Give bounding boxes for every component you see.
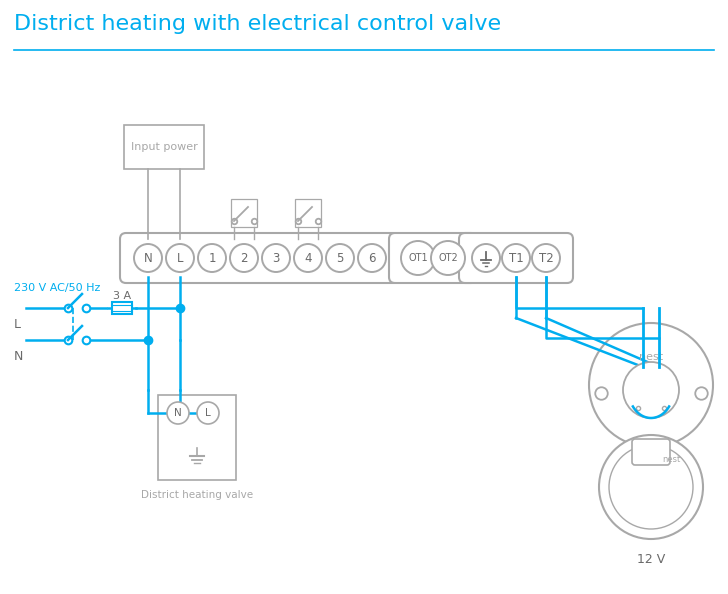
FancyBboxPatch shape: [231, 199, 257, 227]
Text: L: L: [14, 318, 21, 330]
Text: T1: T1: [509, 251, 523, 264]
Text: nest: nest: [639, 352, 663, 362]
FancyBboxPatch shape: [120, 233, 400, 283]
Text: N: N: [14, 349, 23, 362]
Circle shape: [431, 241, 465, 275]
Text: L: L: [177, 251, 183, 264]
Circle shape: [197, 402, 219, 424]
FancyBboxPatch shape: [112, 302, 132, 314]
Circle shape: [326, 244, 354, 272]
Circle shape: [623, 362, 679, 418]
Text: L: L: [205, 408, 211, 418]
Circle shape: [230, 244, 258, 272]
Circle shape: [167, 402, 189, 424]
Circle shape: [358, 244, 386, 272]
Circle shape: [134, 244, 162, 272]
Text: 2: 2: [240, 251, 248, 264]
FancyBboxPatch shape: [295, 199, 321, 227]
Text: OT1: OT1: [408, 253, 428, 263]
Circle shape: [166, 244, 194, 272]
Circle shape: [472, 244, 500, 272]
Circle shape: [294, 244, 322, 272]
Text: N: N: [174, 408, 182, 418]
FancyBboxPatch shape: [459, 233, 573, 283]
Text: 12 V: 12 V: [637, 553, 665, 566]
FancyBboxPatch shape: [124, 125, 204, 169]
Text: OT2: OT2: [438, 253, 458, 263]
Text: 230 V AC/50 Hz: 230 V AC/50 Hz: [14, 283, 100, 293]
Circle shape: [532, 244, 560, 272]
Text: N: N: [143, 251, 152, 264]
Text: 4: 4: [304, 251, 312, 264]
Text: 3 A: 3 A: [113, 291, 131, 301]
Text: 6: 6: [368, 251, 376, 264]
Text: nest: nest: [662, 454, 680, 463]
Text: 1: 1: [208, 251, 215, 264]
FancyBboxPatch shape: [389, 233, 477, 283]
FancyBboxPatch shape: [158, 395, 236, 480]
Text: Input power: Input power: [130, 142, 197, 152]
Circle shape: [589, 323, 713, 447]
Text: 3: 3: [272, 251, 280, 264]
Text: T2: T2: [539, 251, 553, 264]
Text: District heating valve: District heating valve: [141, 490, 253, 500]
Circle shape: [401, 241, 435, 275]
Circle shape: [502, 244, 530, 272]
Circle shape: [198, 244, 226, 272]
FancyBboxPatch shape: [632, 439, 670, 465]
Text: District heating with electrical control valve: District heating with electrical control…: [14, 14, 501, 34]
Circle shape: [609, 445, 693, 529]
Text: 5: 5: [336, 251, 344, 264]
Circle shape: [262, 244, 290, 272]
Circle shape: [599, 435, 703, 539]
